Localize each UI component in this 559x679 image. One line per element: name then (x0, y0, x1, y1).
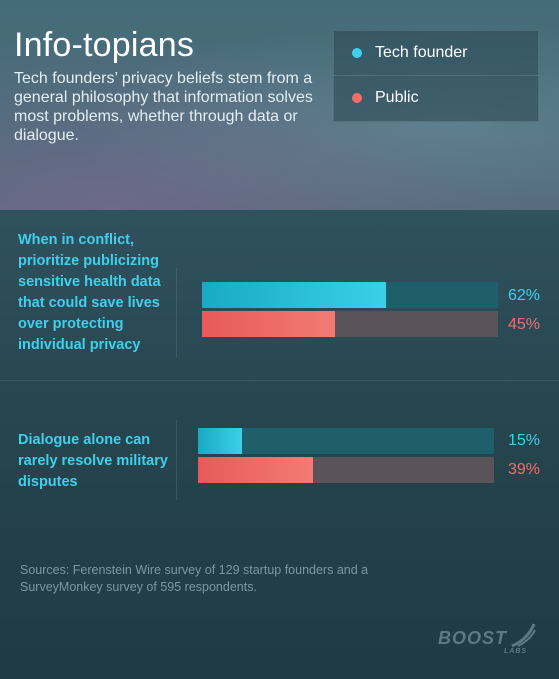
bar-tech-founder-military (198, 428, 243, 454)
page-subtitle: Tech founders’ privacy beliefs stem from… (14, 70, 313, 144)
bar-track-tech-founder-military (198, 428, 494, 454)
value-label-tech-founder-military: 15% (508, 432, 541, 449)
group-divider-vertical-2 (176, 420, 177, 500)
group-divider-vertical (176, 268, 177, 358)
bar-track-public-military (198, 457, 494, 483)
bar-public-military (198, 457, 314, 483)
logo-text: BOOST (438, 628, 508, 648)
boost-labs-logo: BOOST LABS (438, 622, 548, 662)
legend-label-public: Public (375, 89, 419, 106)
public-dot-icon (352, 93, 362, 103)
category-label-health-data: When in conflict, prioritize publicizing… (18, 232, 161, 353)
category-label-military-disputes: Dialogue alone can rarely resolve milita… (18, 432, 168, 490)
logo-subtext: LABS (504, 648, 528, 655)
swoosh-icon (511, 623, 536, 648)
bar-track-public-health (202, 311, 498, 337)
legend-label-tech-founder: Tech founder (375, 44, 468, 61)
legend-item-tech-founder: Tech founder (334, 31, 538, 76)
value-label-public-health: 45% (508, 316, 541, 333)
bar-tech-founder-health (202, 282, 386, 308)
legend-item-public: Public (334, 76, 538, 120)
legend: Tech founder Public (333, 30, 539, 122)
page-title: Info-topians (14, 26, 195, 64)
group-divider-horizontal (0, 380, 559, 381)
bar-track-tech-founder-health (202, 282, 498, 308)
sources-note: Sources: Ferenstein Wire survey of 129 s… (20, 563, 369, 594)
value-label-tech-founder-health: 62% (508, 287, 541, 304)
bar-public-health (202, 311, 336, 337)
tech-founder-dot-icon (352, 48, 362, 58)
value-label-public-military: 39% (508, 461, 541, 478)
